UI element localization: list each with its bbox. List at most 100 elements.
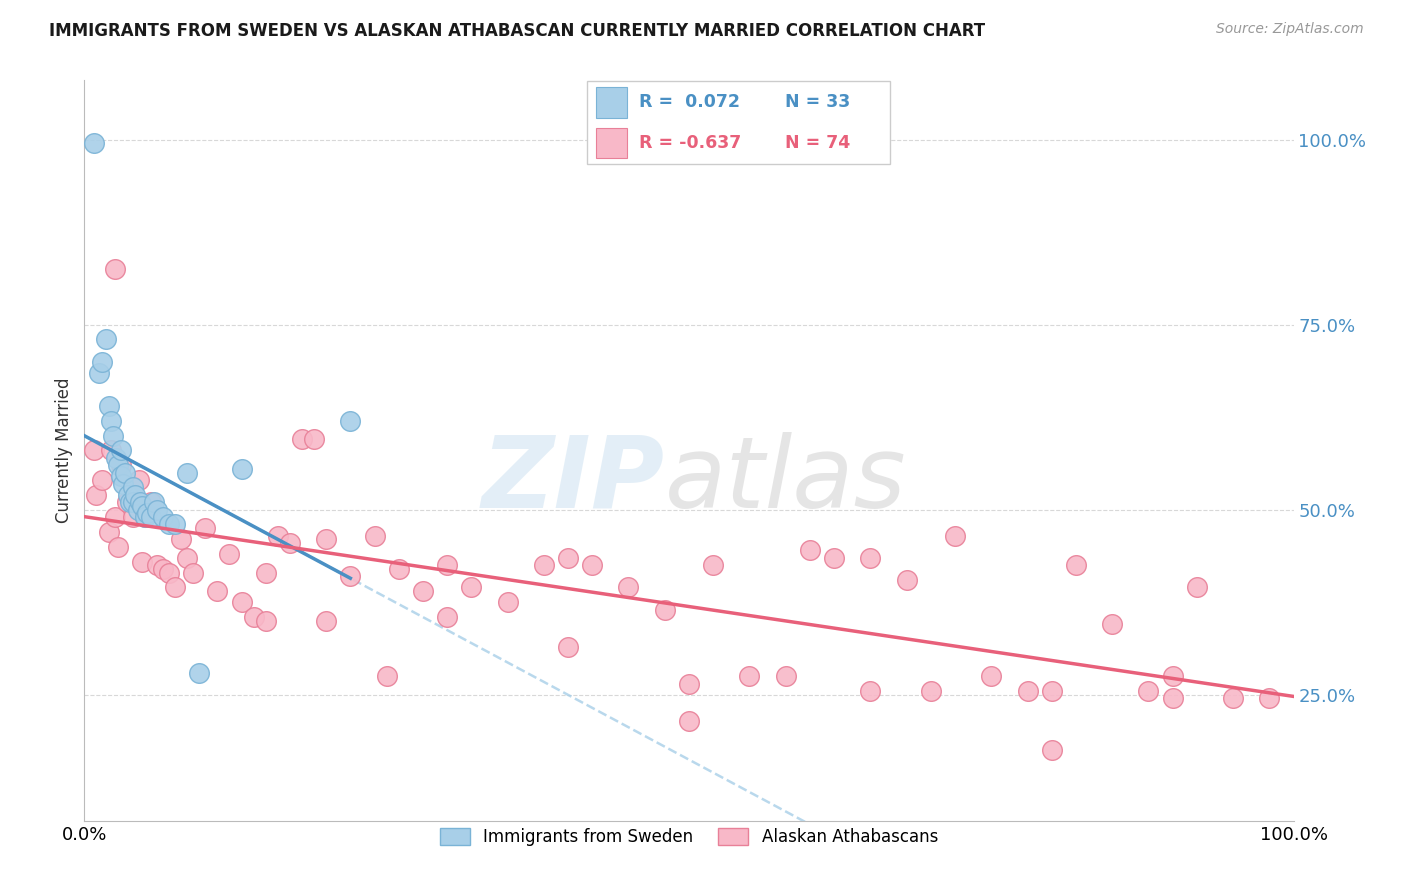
Point <box>678 714 700 728</box>
Point <box>104 262 127 277</box>
Point <box>134 510 156 524</box>
Point <box>104 510 127 524</box>
Point <box>315 614 337 628</box>
Point <box>117 488 139 502</box>
Point <box>176 466 198 480</box>
Point <box>823 550 845 565</box>
Point <box>496 595 519 609</box>
Point <box>460 581 482 595</box>
Point <box>94 333 117 347</box>
Point <box>291 433 314 447</box>
Point <box>103 428 125 442</box>
Point <box>412 584 434 599</box>
Point <box>97 524 120 539</box>
Point <box>110 443 132 458</box>
Point <box>1258 691 1281 706</box>
Point <box>231 595 253 609</box>
Point <box>375 669 398 683</box>
Point <box>139 495 162 509</box>
Point <box>152 510 174 524</box>
Point <box>110 469 132 483</box>
Text: N = 74: N = 74 <box>785 134 849 152</box>
Point <box>242 610 264 624</box>
Point <box>1161 669 1184 683</box>
Point <box>139 510 162 524</box>
Point <box>110 458 132 473</box>
Point <box>678 676 700 690</box>
Point <box>114 466 136 480</box>
Point <box>134 510 156 524</box>
Point <box>128 473 150 487</box>
Point <box>859 550 882 565</box>
Point <box>97 399 120 413</box>
Point <box>1101 617 1123 632</box>
Text: atlas: atlas <box>665 432 907 529</box>
Point <box>129 495 152 509</box>
Point <box>980 669 1002 683</box>
Point <box>83 136 105 151</box>
Point <box>87 366 110 380</box>
Point <box>86 488 108 502</box>
Text: N = 33: N = 33 <box>785 94 849 112</box>
Point <box>107 540 129 554</box>
Point <box>1064 558 1087 573</box>
Point <box>124 488 146 502</box>
Point <box>165 517 187 532</box>
Legend: Immigrants from Sweden, Alaskan Athabascans: Immigrants from Sweden, Alaskan Athabasc… <box>433 822 945 853</box>
Point <box>104 450 127 465</box>
Point <box>436 610 458 624</box>
Point <box>581 558 603 573</box>
Point <box>859 684 882 698</box>
Point <box>100 443 122 458</box>
Point <box>702 558 724 573</box>
Text: IMMIGRANTS FROM SWEDEN VS ALASKAN ATHABASCAN CURRENTLY MARRIED CORRELATION CHART: IMMIGRANTS FROM SWEDEN VS ALASKAN ATHABA… <box>49 22 986 40</box>
Point <box>218 547 240 561</box>
Point <box>339 414 361 428</box>
Point <box>388 562 411 576</box>
Point <box>231 462 253 476</box>
Point <box>1137 684 1160 698</box>
Point <box>920 684 942 698</box>
Point <box>436 558 458 573</box>
Point <box>1161 691 1184 706</box>
Point <box>799 543 821 558</box>
Bar <box>596 128 627 158</box>
Y-axis label: Currently Married: Currently Married <box>55 377 73 524</box>
Point <box>100 414 122 428</box>
Text: Source: ZipAtlas.com: Source: ZipAtlas.com <box>1216 22 1364 37</box>
Point <box>146 502 169 516</box>
Point <box>533 558 555 573</box>
Point <box>363 528 385 542</box>
Point <box>1017 684 1039 698</box>
Point <box>254 566 277 580</box>
Point <box>131 499 153 513</box>
Point <box>146 558 169 573</box>
Point <box>83 443 105 458</box>
Point <box>181 566 204 580</box>
Point <box>121 495 143 509</box>
Text: R =  0.072: R = 0.072 <box>640 94 740 112</box>
Point <box>176 550 198 565</box>
Point <box>115 495 138 509</box>
Point <box>165 581 187 595</box>
Point <box>339 569 361 583</box>
Text: R = -0.637: R = -0.637 <box>640 134 741 152</box>
Point <box>121 510 143 524</box>
Point <box>896 573 918 587</box>
Point <box>136 507 159 521</box>
Point <box>775 669 797 683</box>
Point <box>267 528 290 542</box>
Point <box>188 665 211 680</box>
Point <box>121 480 143 494</box>
Point <box>143 495 166 509</box>
Point <box>112 476 135 491</box>
Point <box>120 495 142 509</box>
Point <box>302 433 325 447</box>
Point <box>254 614 277 628</box>
Point <box>107 458 129 473</box>
Point <box>278 536 301 550</box>
Point <box>557 550 579 565</box>
Point <box>157 517 180 532</box>
Point <box>170 533 193 547</box>
Point <box>738 669 761 683</box>
